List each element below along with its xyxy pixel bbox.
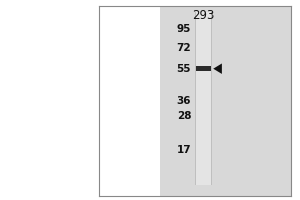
Text: 36: 36 [177, 96, 191, 106]
Text: 95: 95 [177, 24, 191, 34]
Bar [160, 6, 291, 196]
Bar [195, 12, 212, 185]
Text: 28: 28 [177, 111, 191, 121]
Text: 17: 17 [176, 145, 191, 155]
Text: 72: 72 [176, 43, 191, 53]
Bar [195, 12, 196, 185]
Text: 293: 293 [193, 9, 215, 22]
Bar [196, 66, 211, 71]
Polygon shape [213, 63, 222, 74]
Text: 55: 55 [177, 64, 191, 74]
Bar [211, 12, 212, 185]
